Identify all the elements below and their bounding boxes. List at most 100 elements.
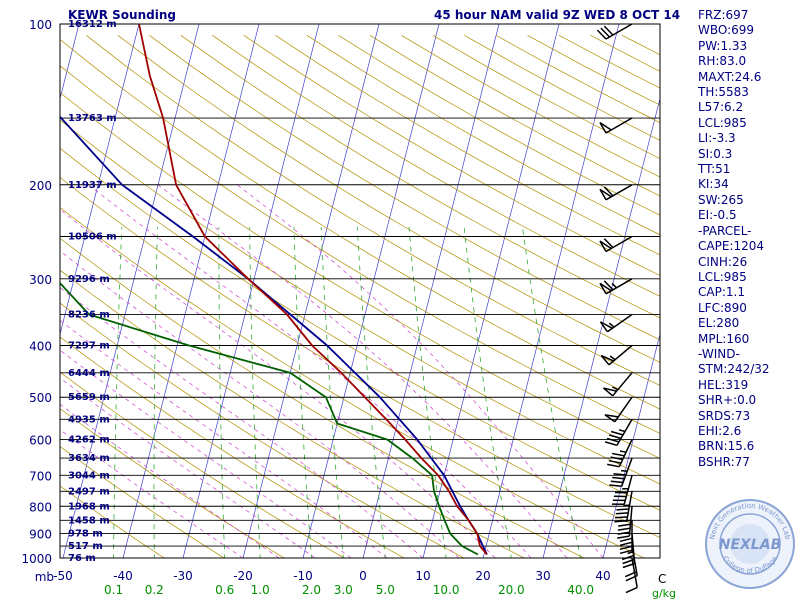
- mixing-ratio-tick-label: 0.2: [145, 583, 164, 597]
- dry-adiabat-line: [180, 35, 660, 319]
- dry-adiabat-line: [60, 371, 345, 558]
- index-value: EHI:2.6: [698, 423, 742, 438]
- wind-barb: [600, 344, 633, 366]
- mixing-ratio-tick-label: 3.0: [334, 583, 353, 597]
- isotherm-line: [602, 332, 660, 558]
- isotherm-line: [60, 24, 140, 336]
- mixing-ratio-unit-label: g/kg: [652, 587, 676, 600]
- index-value: SRDS:73: [698, 408, 751, 423]
- wind-barb: [614, 491, 633, 523]
- height-label: 5659 m: [68, 392, 110, 403]
- index-value: LCL:985: [698, 115, 747, 130]
- wind-barb: [599, 235, 633, 253]
- dry-adiabat-line: [60, 39, 660, 410]
- dry-adiabat-line: [212, 35, 660, 297]
- index-value: MAXT:24.6: [698, 69, 762, 84]
- mixing-ratio-line: [293, 226, 312, 558]
- height-label: 11937 m: [68, 180, 117, 191]
- plot-background: [60, 24, 660, 558]
- dry-adiabat-line: [60, 119, 660, 485]
- index-value: RH:83.0: [698, 54, 747, 69]
- dry-adiabat-line: [60, 302, 465, 558]
- height-label: 8236 m: [68, 310, 110, 321]
- pressure-tick-label: 100: [29, 18, 52, 32]
- plot-border: [59, 23, 661, 559]
- index-value: LI:-3.3: [698, 131, 736, 146]
- index-value: SI:0.3: [698, 146, 733, 161]
- isotherm-line: [302, 24, 440, 558]
- dry-adiabat-line: [60, 237, 585, 558]
- moist-adiabat-line: [60, 429, 244, 558]
- mixing-ratio-tick-label: 20.0: [498, 583, 525, 597]
- isotherm-line: [242, 24, 380, 558]
- dry-adiabat-line: [117, 35, 660, 363]
- mixing-ratio-line: [320, 226, 344, 558]
- isotherm-line: [482, 24, 620, 558]
- height-label: 76 m: [68, 553, 96, 564]
- height-label: 4262 m: [68, 435, 110, 446]
- wind-barb: [596, 23, 633, 40]
- mixing-ratio-tick-label: 40.0: [567, 583, 594, 597]
- height-label: 517 m: [68, 541, 103, 552]
- height-label: 1968 m: [68, 501, 110, 512]
- pressure-tick-label: 900: [29, 528, 52, 542]
- wind-barb: [611, 475, 633, 506]
- temperature-tick-label: 10: [415, 569, 430, 583]
- wind-barb: [609, 457, 633, 488]
- moist-adiabat-line: [60, 377, 316, 558]
- dry-adiabat-line: [60, 92, 660, 459]
- dry-adiabat-line: [60, 336, 405, 558]
- isotherm-line: [122, 24, 260, 558]
- index-value: MPL:160: [698, 331, 750, 346]
- index-value: FRZ:697: [698, 8, 749, 22]
- pressure-tick-label: 200: [29, 179, 52, 193]
- wind-barb: [604, 419, 633, 447]
- height-label: 3044 m: [68, 470, 110, 481]
- index-value: PW:1.33: [698, 38, 748, 53]
- index-value: -WIND-: [698, 346, 740, 361]
- dry-adiabat-line: [149, 35, 660, 341]
- dewpoint-trace-line: [60, 281, 479, 556]
- index-value: LFC:890: [698, 300, 747, 315]
- index-value: EI:-0.5: [698, 208, 737, 223]
- dry-adiabat-line: [275, 35, 660, 256]
- pressure-tick-label: 500: [29, 391, 52, 405]
- index-value: CINH:26: [698, 254, 748, 269]
- mixing-ratio-line: [218, 227, 226, 558]
- mixing-ratio-line: [522, 226, 582, 558]
- index-value: TH:5583: [698, 85, 749, 100]
- pressure-tick-label: 600: [29, 434, 52, 448]
- height-label: 13763 m: [68, 113, 117, 124]
- isotherm-line: [362, 24, 500, 558]
- wind-barb: [599, 184, 633, 201]
- mixing-ratio-tick-label: 0.1: [104, 583, 123, 597]
- height-label: 9296 m: [68, 274, 110, 285]
- temperature-tick-label: -20: [233, 569, 253, 583]
- wind-barb: [625, 557, 638, 594]
- pressure-tick-label: 800: [29, 500, 52, 514]
- index-value: WBO:699: [698, 23, 755, 38]
- height-label: 7297 m: [68, 341, 110, 352]
- moist-adiabat-line: [60, 349, 352, 558]
- mixing-ratio-tick-label: 5.0: [376, 583, 395, 597]
- temperature-tick-label: -40: [113, 569, 133, 583]
- mixing-ratio-line: [153, 226, 158, 558]
- temperature-tick-label: 0: [359, 569, 367, 583]
- mixing-ratio-tick-label: 10.0: [433, 583, 460, 597]
- isotherm-line: [0, 24, 19, 558]
- model-run-title: 45 hour NAM valid 9Z WED 8 OCT 14: [434, 8, 681, 22]
- pressure-tick-label: 700: [29, 469, 52, 483]
- height-label: 4935 m: [68, 414, 110, 425]
- temperature-tick-label: -10: [293, 569, 313, 583]
- mixing-ratio-line: [463, 226, 512, 558]
- dry-adiabat-line: [60, 269, 525, 558]
- calm-wind-label: C: [658, 572, 666, 586]
- height-label: 1458 m: [68, 515, 110, 526]
- moist-adiabat-line: [60, 208, 496, 558]
- height-label: 6444 m: [68, 368, 110, 379]
- index-value: TT:51: [698, 162, 731, 177]
- mixing-ratio-line: [113, 226, 123, 558]
- wind-barb: [617, 506, 633, 539]
- temperature-tick-label: -30: [173, 569, 193, 583]
